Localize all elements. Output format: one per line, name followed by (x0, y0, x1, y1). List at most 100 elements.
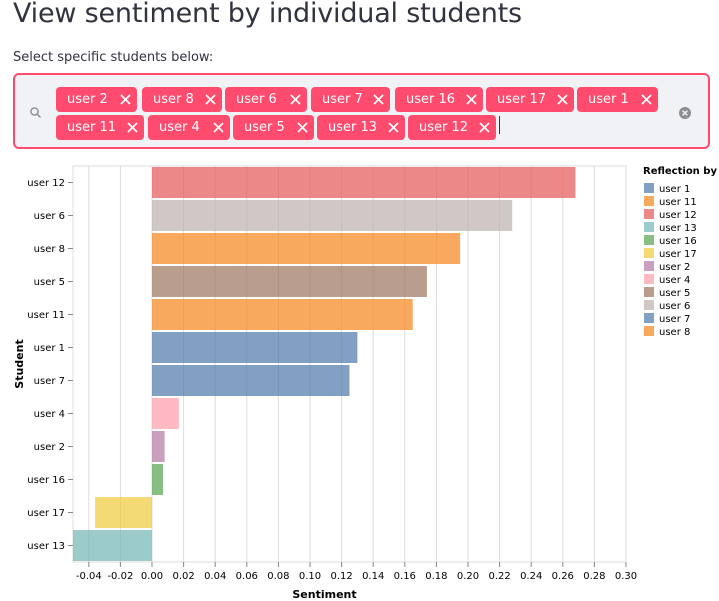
bar-user-1 (152, 332, 358, 363)
x-tick-label: 0.14 (362, 571, 384, 582)
legend-label: user 8 (659, 327, 690, 338)
legend-label: user 4 (659, 275, 690, 286)
tag-label: user 1 (588, 92, 629, 107)
tag-label: user 7 (322, 92, 363, 107)
close-icon[interactable] (297, 122, 308, 133)
bar-user-6 (152, 200, 513, 231)
clear-icon[interactable] (678, 106, 692, 120)
x-tick-label: 0.26 (552, 571, 574, 582)
student-multiselect[interactable]: user 2 user 8 user 6 user 7 user 16 user 17 us… (13, 73, 710, 149)
tag-label: user 4 (159, 120, 200, 135)
search-icon (30, 107, 42, 119)
selected-tag[interactable]: user 4 (148, 115, 230, 140)
close-icon[interactable] (479, 122, 490, 133)
close-icon[interactable] (120, 94, 131, 105)
y-tick-label: user 7 (34, 376, 65, 387)
x-axis-title: Sentiment (292, 588, 356, 601)
close-icon[interactable] (373, 94, 384, 105)
y-tick-label: user 13 (27, 541, 65, 552)
tag-label: user 8 (153, 92, 194, 107)
legend-swatch (644, 326, 654, 336)
selected-tag[interactable]: user 12 (408, 115, 496, 140)
legend-label: user 16 (659, 236, 697, 247)
bar-user-11 (152, 299, 413, 330)
legend-swatch (644, 313, 654, 323)
close-icon[interactable] (205, 94, 216, 105)
tag-label: user 5 (244, 120, 285, 135)
legend-swatch (644, 235, 654, 245)
x-tick-label: 0.16 (394, 571, 416, 582)
close-icon[interactable] (290, 94, 301, 105)
selected-tag[interactable]: user 2 (56, 87, 137, 112)
close-icon[interactable] (557, 94, 568, 105)
plot-area (72, 165, 627, 563)
y-tick-label: user 12 (27, 178, 65, 189)
tag-label: user 6 (236, 92, 277, 107)
page-title: View sentiment by individual students (13, 0, 522, 29)
selected-tag[interactable]: user 7 (311, 87, 390, 112)
legend-swatch (644, 183, 654, 193)
selected-tag[interactable]: user 6 (225, 87, 307, 112)
bar-user-16 (152, 464, 164, 495)
bar-user-17 (95, 497, 152, 528)
y-tick-label: user 16 (27, 475, 65, 486)
x-tick-label: 0.30 (615, 571, 637, 582)
bar-user-8 (152, 233, 461, 264)
y-tick-label: user 17 (27, 508, 65, 519)
legend-swatch (644, 261, 654, 271)
selected-tag[interactable]: user 5 (233, 115, 314, 140)
x-tick-label: 0.04 (204, 571, 226, 582)
legend-swatch (644, 248, 654, 258)
legend-swatch (644, 222, 654, 232)
legend-title: Reflection by (643, 166, 717, 177)
selected-tag[interactable]: user 17 (486, 87, 574, 112)
selected-tag[interactable]: user 1 (577, 87, 658, 112)
y-tick-label: user 6 (34, 211, 65, 222)
close-icon[interactable] (641, 94, 652, 105)
x-tick-label: 0.22 (488, 571, 510, 582)
legend-swatch (644, 287, 654, 297)
x-tick-label: 0.08 (267, 571, 289, 582)
y-tick-label: user 5 (34, 277, 65, 288)
y-tick-label: user 1 (34, 343, 65, 354)
selected-tag[interactable]: user 11 (56, 115, 144, 140)
bar-user-7 (152, 365, 350, 396)
close-icon[interactable] (213, 122, 224, 133)
x-tick-label: 0.12 (330, 571, 352, 582)
y-axis-title: Student (13, 339, 26, 388)
legend-swatch (644, 274, 654, 284)
x-tick-label: 0.06 (236, 571, 258, 582)
selected-tag[interactable]: user 8 (142, 87, 222, 112)
bar-user-2 (152, 431, 165, 462)
x-tick-label: 0.10 (299, 571, 321, 582)
x-tick-label: 0.18 (425, 571, 447, 582)
legend-label: user 12 (659, 210, 697, 221)
legend-label: user 5 (659, 288, 690, 299)
x-tick-label: 0.00 (141, 571, 163, 582)
x-tick-label: 0.02 (172, 571, 194, 582)
y-tick-label: user 11 (27, 310, 65, 321)
x-tick-label: -0.02 (107, 571, 133, 582)
legend-label: user 2 (659, 262, 690, 273)
tag-label: user 17 (497, 92, 547, 107)
selected-tag[interactable]: user 13 (317, 115, 405, 140)
tag-label: user 16 (406, 92, 456, 107)
close-icon[interactable] (466, 94, 477, 105)
text-caret[interactable] (499, 116, 500, 134)
x-tick-label: -0.04 (76, 571, 102, 582)
legend-label: user 6 (659, 301, 690, 312)
legend-swatch (644, 300, 654, 310)
bar-user-12 (152, 167, 576, 198)
close-icon[interactable] (127, 122, 138, 133)
tag-label: user 11 (67, 120, 117, 135)
x-tick-label: 0.20 (457, 571, 479, 582)
tag-label: user 13 (328, 120, 378, 135)
y-tick-label: user 4 (34, 409, 65, 420)
tag-label: user 12 (419, 120, 469, 135)
y-tick-label: user 8 (34, 244, 65, 255)
selected-tag[interactable]: user 16 (395, 87, 483, 112)
legend-swatch (644, 196, 654, 206)
legend-label: user 7 (659, 314, 690, 325)
close-icon[interactable] (388, 122, 399, 133)
legend-label: user 13 (659, 223, 697, 234)
